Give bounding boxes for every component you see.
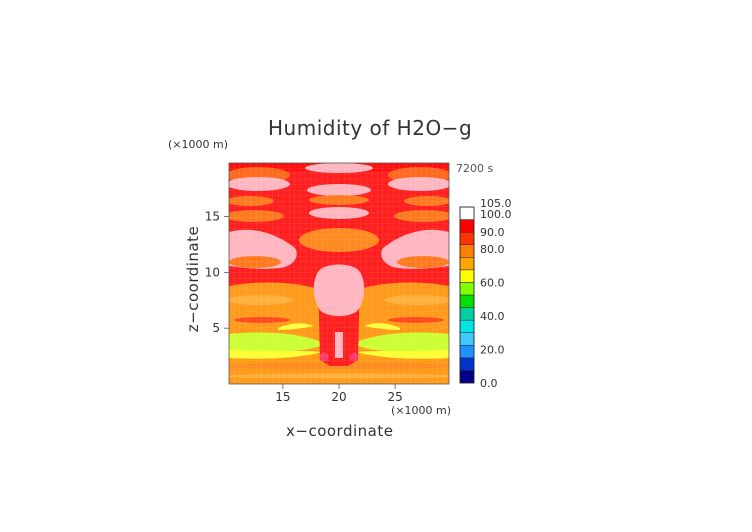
colorbar-swatch	[459, 294, 475, 308]
colorbar-swatch	[459, 244, 475, 258]
x-tick-label: 25	[387, 390, 402, 404]
colorbar-swatch	[459, 319, 475, 333]
x-scale-note: (×1000 m)	[391, 404, 452, 417]
colorbar-swatch	[459, 345, 475, 359]
colorbar-swatch	[459, 282, 475, 296]
colorbar-label: 60.0	[480, 276, 505, 289]
colorbar-swatch	[459, 206, 475, 220]
colorbar-swatch	[459, 231, 475, 245]
colorbar-swatch	[459, 269, 475, 283]
x-tick-label: 15	[275, 390, 290, 404]
y-tick-label: 15	[205, 210, 220, 224]
contour-field	[229, 163, 449, 384]
colorbar-swatch	[459, 357, 475, 371]
colorbar-label: 90.0	[480, 226, 505, 239]
colorbar-swatch	[459, 257, 475, 271]
colorbar-swatch	[459, 370, 475, 384]
colorbar-frame	[459, 206, 475, 384]
y-tick-label: 5	[212, 321, 220, 335]
colorbar-label: 0.0	[480, 377, 498, 390]
colorbar-swatch	[459, 332, 475, 346]
colorbar-swatch	[459, 307, 475, 321]
chart-title: Humidity of H2O−g	[268, 116, 473, 140]
colorbar-swatch	[459, 219, 475, 233]
colorbar-label: 20.0	[480, 343, 505, 356]
colorbar-label: 40.0	[480, 310, 505, 323]
axes: 15 20 25 5 10 15	[205, 210, 403, 404]
colorbar-label: 105.0	[480, 197, 512, 210]
colorbar-label: 100.0	[480, 208, 512, 221]
time-label: 7200 s	[456, 162, 494, 175]
colorbar-label: 80.0	[480, 243, 505, 256]
grid-overlay	[229, 163, 449, 384]
x-axis-label: x−coordinate	[286, 422, 394, 440]
y-tick-label: 10	[205, 265, 220, 279]
x-tick-label: 20	[331, 390, 346, 404]
y-scale-note: (×1000 m)	[168, 138, 229, 151]
